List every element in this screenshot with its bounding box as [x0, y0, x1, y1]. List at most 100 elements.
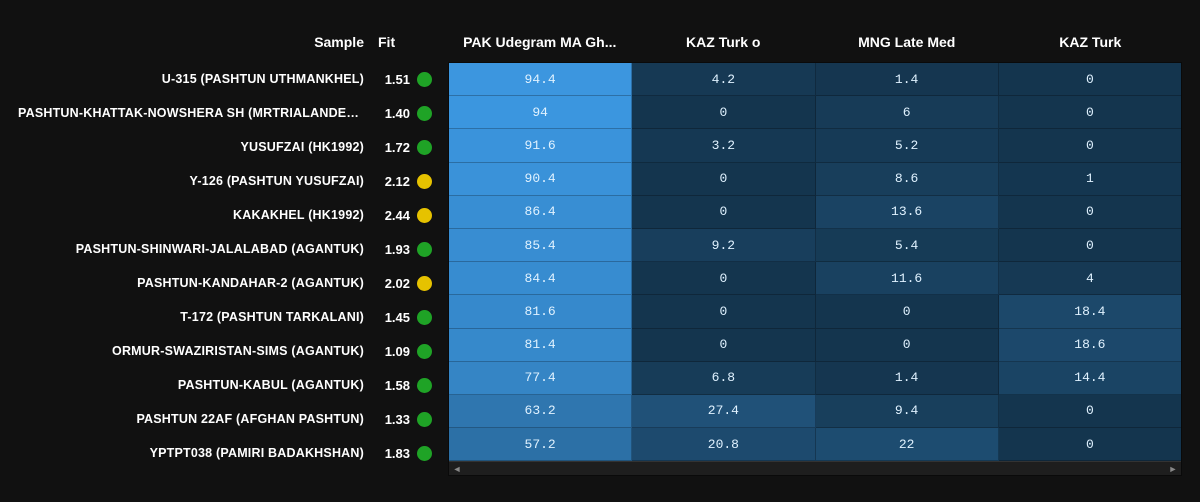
- fit-value: 2.02: [378, 276, 410, 291]
- fit-value: 2.44: [378, 208, 410, 223]
- fit-cell: 2.44: [378, 208, 448, 223]
- fit-cell: 1.51: [378, 72, 448, 87]
- heatmap-cell[interactable]: 0: [816, 329, 999, 362]
- fit-value: 1.45: [378, 310, 410, 325]
- heatmap-cell[interactable]: 84.4: [449, 262, 632, 295]
- fit-status-dot: [417, 378, 432, 393]
- sample-name: PASHTUN-KABUL (AGANTUK): [18, 378, 378, 392]
- heatmap-cell[interactable]: 22: [816, 428, 999, 461]
- table-row[interactable]: Y-126 (PASHTUN YUSUFZAI)2.12: [18, 164, 448, 198]
- fit-value: 1.83: [378, 446, 410, 461]
- heatmap-row: 86.4013.60: [449, 196, 1181, 229]
- fit-cell: 1.72: [378, 140, 448, 155]
- heatmap-cell[interactable]: 0: [999, 229, 1181, 262]
- heatmap-cell[interactable]: 0: [999, 395, 1181, 428]
- heatmap-cell[interactable]: 0: [632, 262, 815, 295]
- heatmap-cell[interactable]: 3.2: [632, 129, 815, 162]
- fit-value: 1.40: [378, 106, 410, 121]
- heatmap-row: 94060: [449, 96, 1181, 129]
- heatmap-row: 84.4011.64: [449, 262, 1181, 295]
- fit-value: 2.12: [378, 174, 410, 189]
- heatmap-cell[interactable]: 4.2: [632, 63, 815, 96]
- fit-cell: 1.45: [378, 310, 448, 325]
- header-fit[interactable]: Fit: [378, 34, 448, 50]
- table-row[interactable]: PASHTUN-KABUL (AGANTUK)1.58: [18, 368, 448, 402]
- fit-status-dot: [417, 344, 432, 359]
- heatmap-row: 90.408.61: [449, 163, 1181, 196]
- table-row[interactable]: YPTPT038 (PAMIRI BADAKHSHAN)1.83: [18, 436, 448, 470]
- fit-cell: 2.02: [378, 276, 448, 291]
- heatmap-row: 85.49.25.40: [449, 229, 1181, 262]
- heatmap-cell[interactable]: 0: [999, 63, 1181, 96]
- table-row[interactable]: PASHTUN-KHATTAK-NOWSHERA SH (MRTRIALANDE…: [18, 96, 448, 130]
- fit-status-dot: [417, 242, 432, 257]
- fit-status-dot: [417, 72, 432, 87]
- heatmap-cell[interactable]: 9.4: [816, 395, 999, 428]
- heatmap-cell[interactable]: 81.4: [449, 329, 632, 362]
- heatmap-cell[interactable]: 0: [999, 96, 1181, 129]
- fit-value: 1.72: [378, 140, 410, 155]
- sample-name: ORMUR-SWAZIRISTAN-SIMS (AGANTUK): [18, 344, 378, 358]
- sample-name: YPTPT038 (PAMIRI BADAKHSHAN): [18, 446, 378, 460]
- scroll-left-arrow[interactable]: ◄: [449, 462, 465, 476]
- heatmap-cell[interactable]: 18.4: [999, 295, 1181, 328]
- heatmap-cell[interactable]: 0: [632, 295, 815, 328]
- heatmap-cell[interactable]: 14.4: [999, 362, 1181, 395]
- table-row[interactable]: ORMUR-SWAZIRISTAN-SIMS (AGANTUK)1.09: [18, 334, 448, 368]
- heatmap-cell[interactable]: 11.6: [816, 262, 999, 295]
- header-sample[interactable]: Sample: [18, 34, 378, 50]
- heatmap-header-3[interactable]: KAZ Turk: [999, 34, 1183, 50]
- table-row[interactable]: PASHTUN-SHINWARI-JALALABAD (AGANTUK)1.93: [18, 232, 448, 266]
- heatmap-cell[interactable]: 27.4: [632, 395, 815, 428]
- heatmap-header-2[interactable]: MNG Late Med: [815, 34, 999, 50]
- heatmap-cell[interactable]: 1.4: [816, 362, 999, 395]
- heatmap-cell[interactable]: 6.8: [632, 362, 815, 395]
- heatmap-cell[interactable]: 81.6: [449, 295, 632, 328]
- heatmap-cell[interactable]: 94: [449, 96, 632, 129]
- heatmap-cell[interactable]: 0: [632, 329, 815, 362]
- fit-cell: 1.83: [378, 446, 448, 461]
- heatmap-cell[interactable]: 57.2: [449, 428, 632, 461]
- heatmap-cell[interactable]: 5.2: [816, 129, 999, 162]
- fit-value: 1.09: [378, 344, 410, 359]
- heatmap-cell[interactable]: 0: [632, 163, 815, 196]
- table-row[interactable]: KAKAKHEL (HK1992)2.44: [18, 198, 448, 232]
- heatmap-cell[interactable]: 1.4: [816, 63, 999, 96]
- heatmap-cell[interactable]: 0: [999, 196, 1181, 229]
- heatmap-row: 81.60018.4: [449, 295, 1181, 328]
- heatmap-cell[interactable]: 86.4: [449, 196, 632, 229]
- sample-name: KAKAKHEL (HK1992): [18, 208, 378, 222]
- heatmap-cell[interactable]: 8.6: [816, 163, 999, 196]
- heatmap-header-1[interactable]: KAZ Turk o: [632, 34, 816, 50]
- horizontal-scrollbar[interactable]: ◄ ►: [449, 461, 1181, 475]
- heatmap-row: 57.220.8220: [449, 428, 1181, 461]
- table-row[interactable]: PASHTUN-KANDAHAR-2 (AGANTUK)2.02: [18, 266, 448, 300]
- heatmap-cell[interactable]: 91.6: [449, 129, 632, 162]
- heatmap-cell[interactable]: 4: [999, 262, 1181, 295]
- table-row[interactable]: T-172 (PASHTUN TARKALANI)1.45: [18, 300, 448, 334]
- heatmap-cell[interactable]: 85.4: [449, 229, 632, 262]
- table-row[interactable]: PASHTUN 22AF (AFGHAN PASHTUN)1.33: [18, 402, 448, 436]
- heatmap-cell[interactable]: 18.6: [999, 329, 1181, 362]
- scroll-right-arrow[interactable]: ►: [1165, 462, 1181, 476]
- heatmap-cell[interactable]: 63.2: [449, 395, 632, 428]
- heatmap-cell[interactable]: 0: [999, 428, 1181, 461]
- heatmap-cell[interactable]: 0: [632, 196, 815, 229]
- heatmap-cell[interactable]: 0: [999, 129, 1181, 162]
- heatmap-cell[interactable]: 90.4: [449, 163, 632, 196]
- table-row[interactable]: YUSUFZAI (HK1992)1.72: [18, 130, 448, 164]
- table-row[interactable]: U-315 (PASHTUN UTHMANKHEL)1.51: [18, 62, 448, 96]
- heatmap-cell[interactable]: 6: [816, 96, 999, 129]
- heatmap-cell[interactable]: 5.4: [816, 229, 999, 262]
- heatmap-cell[interactable]: 9.2: [632, 229, 815, 262]
- heatmap-cell[interactable]: 20.8: [632, 428, 815, 461]
- heatmap-cell[interactable]: 0: [816, 295, 999, 328]
- sample-name: YUSUFZAI (HK1992): [18, 140, 378, 154]
- heatmap-cell[interactable]: 77.4: [449, 362, 632, 395]
- sample-name: PASHTUN 22AF (AFGHAN PASHTUN): [18, 412, 378, 426]
- heatmap-cell[interactable]: 0: [632, 96, 815, 129]
- heatmap-cell[interactable]: 94.4: [449, 63, 632, 96]
- heatmap-header-0[interactable]: PAK Udegram MA Gh...: [448, 34, 632, 50]
- heatmap-cell[interactable]: 1: [999, 163, 1181, 196]
- heatmap-cell[interactable]: 13.6: [816, 196, 999, 229]
